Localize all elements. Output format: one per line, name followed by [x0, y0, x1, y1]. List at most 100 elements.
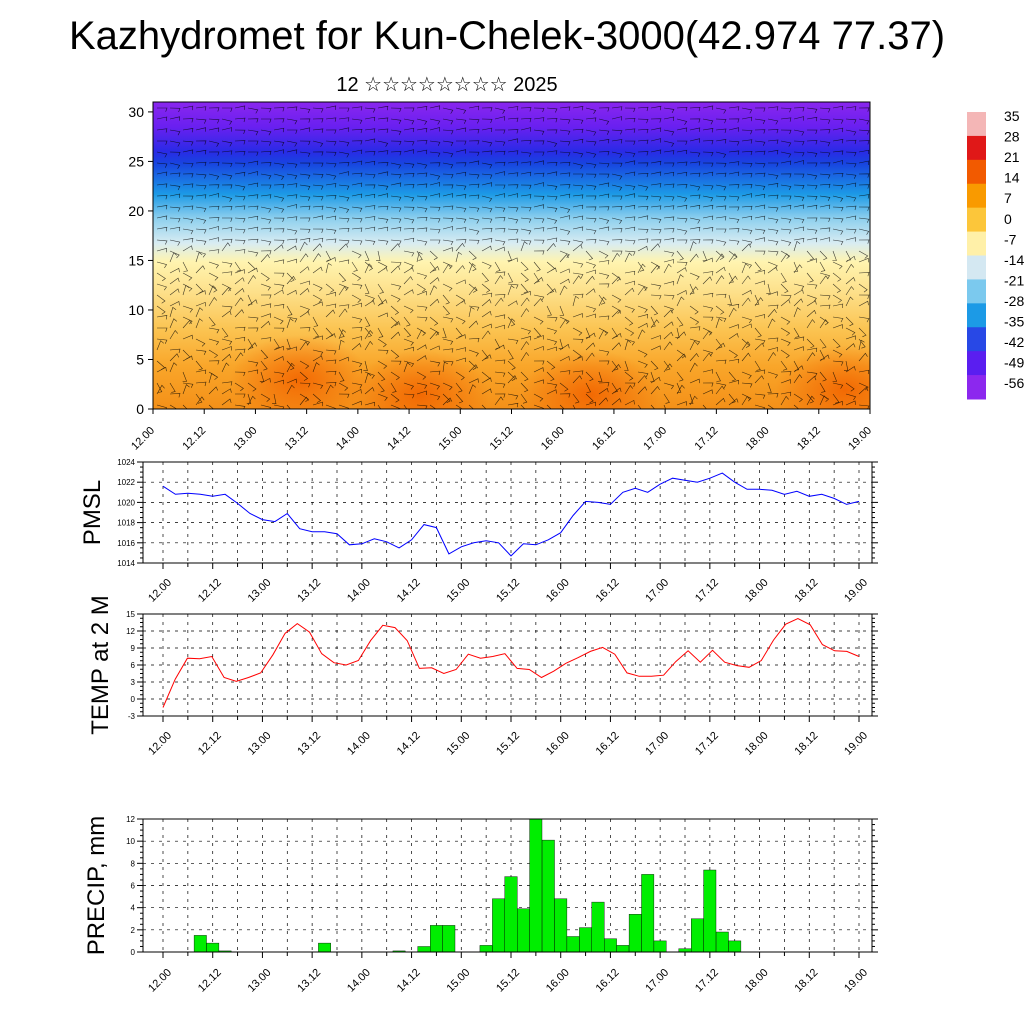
wind-barb [624, 250, 636, 256]
wind-barb [559, 106, 571, 111]
wind-barb [221, 206, 233, 211]
wind-barb [195, 140, 207, 145]
wind-barb [377, 382, 385, 393]
wind-barb [390, 382, 397, 393]
wind-barb [793, 365, 804, 373]
wind-barb [741, 150, 753, 156]
precip-bar [517, 908, 530, 953]
wind-barb [676, 316, 684, 327]
wind-barb [689, 241, 697, 252]
wind-barb [481, 182, 493, 187]
wind-barb [728, 228, 740, 233]
wind-barb [546, 327, 558, 335]
wind-barb [780, 117, 792, 122]
wind-barb [338, 329, 347, 340]
y-tick-label: 12 [126, 815, 135, 824]
wind-barb [208, 296, 218, 307]
wind-barb [234, 239, 246, 245]
wind-barb [754, 204, 766, 210]
wind-barb [351, 360, 363, 368]
wind-barb [728, 206, 740, 211]
wind-barb [494, 107, 506, 114]
wind-barb [494, 171, 506, 176]
wind-barb [299, 253, 309, 263]
precip-bar [691, 918, 704, 953]
wind-barb [299, 280, 310, 285]
wind-barb [221, 140, 233, 147]
wind-barb [364, 160, 376, 166]
wind-barb [676, 401, 687, 406]
wind-barb [442, 305, 450, 316]
wind-barb [390, 162, 402, 169]
wind-barb [728, 272, 734, 283]
wind-barb [156, 226, 168, 232]
wind-barb [481, 404, 487, 409]
colorbar-swatch [967, 303, 986, 328]
wind-barb [663, 341, 673, 351]
wind-barb [455, 127, 467, 132]
wind-barb [637, 238, 649, 243]
wind-barb [208, 404, 214, 409]
y-tick-label: 1014 [117, 559, 135, 568]
wind-barb [754, 184, 766, 191]
wind-barb [533, 250, 545, 255]
wind-barb [650, 217, 662, 224]
wind-barb [273, 356, 284, 362]
wind-barb [780, 379, 791, 384]
wind-barb [247, 316, 259, 322]
wind-barb [637, 305, 648, 313]
wind-barb [260, 272, 270, 282]
wind-barb [507, 217, 519, 224]
wind-barb [546, 360, 556, 370]
wind-barb [390, 331, 401, 340]
wind-barb [494, 294, 506, 299]
wind-barb [559, 382, 569, 392]
x-tick-label: 13.00 [232, 425, 260, 453]
wind-barb [260, 227, 272, 232]
wind-barb [312, 184, 324, 190]
wind-barb [325, 333, 336, 340]
wind-barb [272, 393, 277, 405]
wind-barb [624, 360, 629, 371]
wind-barb [702, 151, 714, 157]
wind-barb [715, 239, 727, 246]
wind-barb [287, 129, 298, 134]
wind-barb [650, 160, 662, 166]
wind-barb [663, 195, 675, 201]
colorbar-swatch [967, 207, 986, 233]
wind-barb [299, 140, 311, 146]
wind-barb [429, 228, 441, 234]
wind-barb [832, 105, 844, 111]
wind-barb [767, 194, 779, 200]
wind-barb [416, 227, 428, 232]
wind-barb [650, 195, 662, 201]
wind-barb [767, 318, 776, 329]
wind-barb [403, 276, 413, 285]
wind-barb [832, 195, 844, 202]
wind-barb [702, 327, 713, 336]
wind-barb [611, 151, 623, 158]
wind-barb [468, 286, 478, 296]
wind-barb [702, 382, 714, 387]
wind-barb [377, 360, 388, 369]
wind-barb [507, 161, 519, 166]
wind-barb [741, 215, 753, 221]
wind-barb [481, 162, 493, 169]
wind-barb [507, 283, 519, 289]
wind-barb [208, 372, 216, 384]
wind-barb [533, 140, 545, 145]
wind-barb [520, 107, 532, 112]
wind-barb [507, 272, 514, 283]
wind-barb [663, 382, 675, 390]
wind-barb [689, 118, 701, 123]
wind-barb [507, 371, 516, 381]
wind-barb [663, 205, 675, 210]
wind-barb [338, 184, 350, 190]
wind-barb [559, 118, 571, 124]
wind-barb [728, 127, 740, 132]
wind-barb [416, 305, 428, 311]
wind-barb [676, 331, 687, 340]
wind-barb [169, 193, 181, 198]
wind-barb [507, 393, 519, 400]
